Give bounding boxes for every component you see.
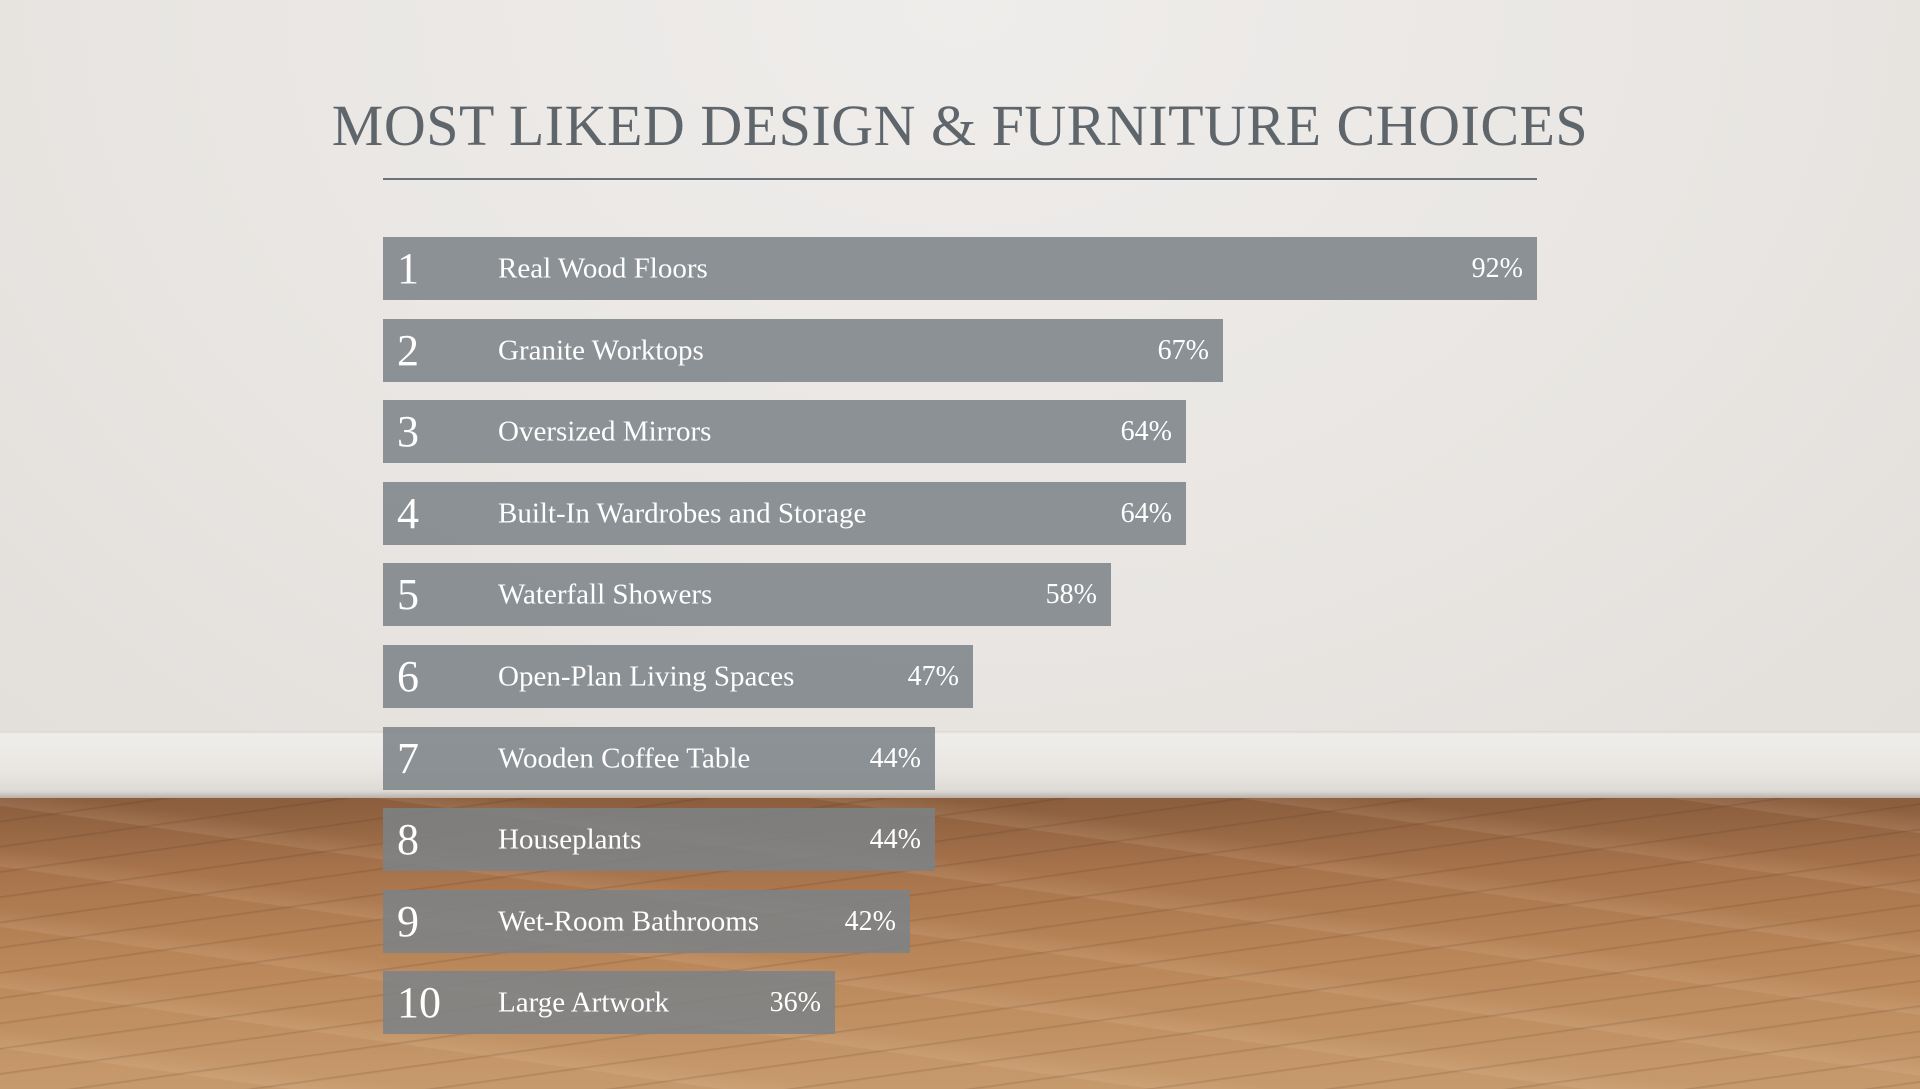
- bar-label: Large Artwork: [498, 986, 669, 1018]
- bar-value-label: 36%: [769, 986, 821, 1018]
- bar-label: Wooden Coffee Table: [498, 742, 751, 774]
- bar-rank: 10: [397, 977, 441, 1027]
- bar: 9 Wet-Room Bathrooms 42%: [383, 890, 910, 953]
- bar: 4 Built-In Wardrobes and Storage 64%: [383, 482, 1186, 545]
- bar: 5 Waterfall Showers 58%: [383, 563, 1111, 626]
- bar-value-label: 92%: [1471, 252, 1523, 284]
- bar-rank: 9: [397, 896, 419, 946]
- bar-rank: 2: [397, 325, 419, 375]
- bar-value-label: 47%: [907, 660, 959, 692]
- bar-value-label: 42%: [844, 905, 896, 937]
- title-divider: [383, 178, 1537, 180]
- bar: 10 Large Artwork 36%: [383, 971, 835, 1034]
- bar-rank: 8: [397, 814, 419, 864]
- bar-label: Built-In Wardrobes and Storage: [498, 497, 867, 529]
- bar: 6 Open-Plan Living Spaces 47%: [383, 645, 973, 708]
- bar-label: Wet-Room Bathrooms: [498, 905, 760, 937]
- bar-rank: 6: [397, 651, 419, 701]
- bar-value-label: 44%: [869, 742, 921, 774]
- wood-floor-background: [0, 798, 1920, 1089]
- bar-label: Houseplants: [498, 823, 642, 855]
- bar-rank: 1: [397, 243, 419, 293]
- bar-label: Oversized Mirrors: [498, 415, 712, 447]
- baseboard: [0, 731, 1920, 798]
- bar: 1 Real Wood Floors 92%: [383, 237, 1537, 300]
- bar-label: Granite Worktops: [498, 334, 704, 366]
- bar-rank: 7: [397, 733, 419, 783]
- bar: 8 Houseplants 44%: [383, 808, 935, 871]
- bar-value-label: 64%: [1120, 497, 1172, 529]
- bar-label: Waterfall Showers: [498, 578, 713, 610]
- bar: 3 Oversized Mirrors 64%: [383, 400, 1186, 463]
- bar-label: Open-Plan Living Spaces: [498, 660, 795, 692]
- bar-value-label: 64%: [1120, 415, 1172, 447]
- bar-value-label: 58%: [1045, 578, 1097, 610]
- bar: 7 Wooden Coffee Table 44%: [383, 727, 935, 790]
- bar-value-label: 44%: [869, 823, 921, 855]
- bar-label: Real Wood Floors: [498, 252, 708, 284]
- bar-rank: 3: [397, 406, 419, 456]
- bar-rank: 5: [397, 569, 419, 619]
- bar: 2 Granite Worktops 67%: [383, 319, 1223, 382]
- chart-title: MOST LIKED DESIGN & FURNITURE CHOICES: [331, 93, 1589, 158]
- bar-value-label: 67%: [1157, 334, 1209, 366]
- bar-rank: 4: [397, 488, 419, 538]
